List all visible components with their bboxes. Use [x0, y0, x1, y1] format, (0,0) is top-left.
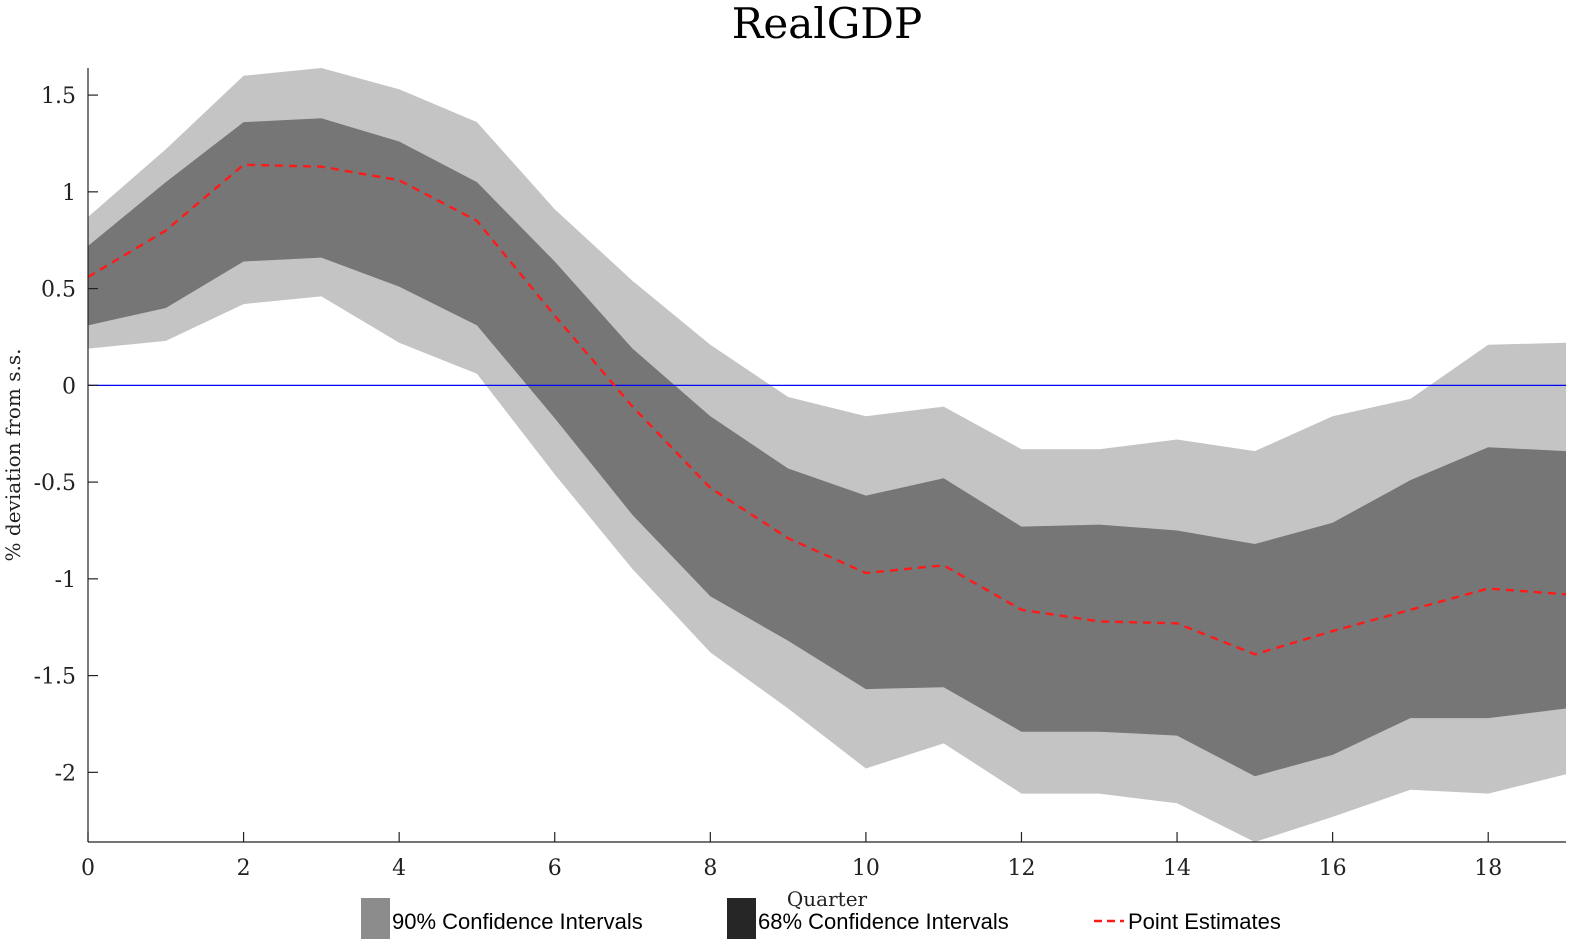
- y-tick-label: 0: [62, 374, 76, 399]
- y-axis-label: % deviation from s.s.: [1, 349, 25, 562]
- x-tick-label: 0: [81, 856, 95, 881]
- plot-area: [88, 68, 1566, 842]
- x-tick-label: 14: [1163, 856, 1191, 881]
- legend-label: Point Estimates: [1128, 909, 1281, 934]
- legend-label: 90% Confidence Intervals: [392, 909, 643, 934]
- y-tick-label: -2: [55, 761, 76, 786]
- y-tick-label: 0.5: [41, 278, 76, 303]
- axes: [87, 68, 1566, 843]
- legend-item-2: Point Estimates: [1094, 909, 1281, 934]
- tick-labels: 0 2 4 6 8 10 12 14 16 18 1.5 1 0.5 0 -0.5 -1 -1.5 -2: [34, 84, 1503, 881]
- chart-title: RealGDP: [732, 0, 922, 48]
- point-estimates-line: [88, 163, 1566, 656]
- y-tick-label: -1.5: [34, 665, 76, 690]
- legend-swatch: [361, 898, 390, 939]
- y-tick-label: 1.5: [41, 84, 76, 109]
- x-tick-label: 16: [1319, 856, 1347, 881]
- y-tick-label: -0.5: [34, 471, 76, 496]
- x-tick-label: 8: [703, 856, 717, 881]
- band-1: [88, 118, 1566, 777]
- x-tick-label: 12: [1007, 856, 1035, 881]
- x-tick-label: 18: [1474, 856, 1502, 881]
- legend-item-0: 90% Confidence Intervals: [361, 898, 643, 939]
- legend-item-1: 68% Confidence Intervals: [727, 898, 1009, 939]
- legend-swatch: [727, 898, 756, 939]
- y-tick-label: 1: [62, 181, 76, 206]
- y-tick-label: -1: [55, 568, 76, 593]
- x-axis-label: Quarter: [787, 887, 868, 911]
- legend: 90% Confidence Intervals 68% Confidence I…: [361, 898, 1281, 939]
- x-tick-label: 4: [392, 856, 406, 881]
- x-tick-label: 10: [852, 856, 880, 881]
- x-tick-label: 6: [548, 856, 562, 881]
- x-tick-label: 2: [237, 856, 251, 881]
- legend-label: 68% Confidence Intervals: [758, 909, 1009, 934]
